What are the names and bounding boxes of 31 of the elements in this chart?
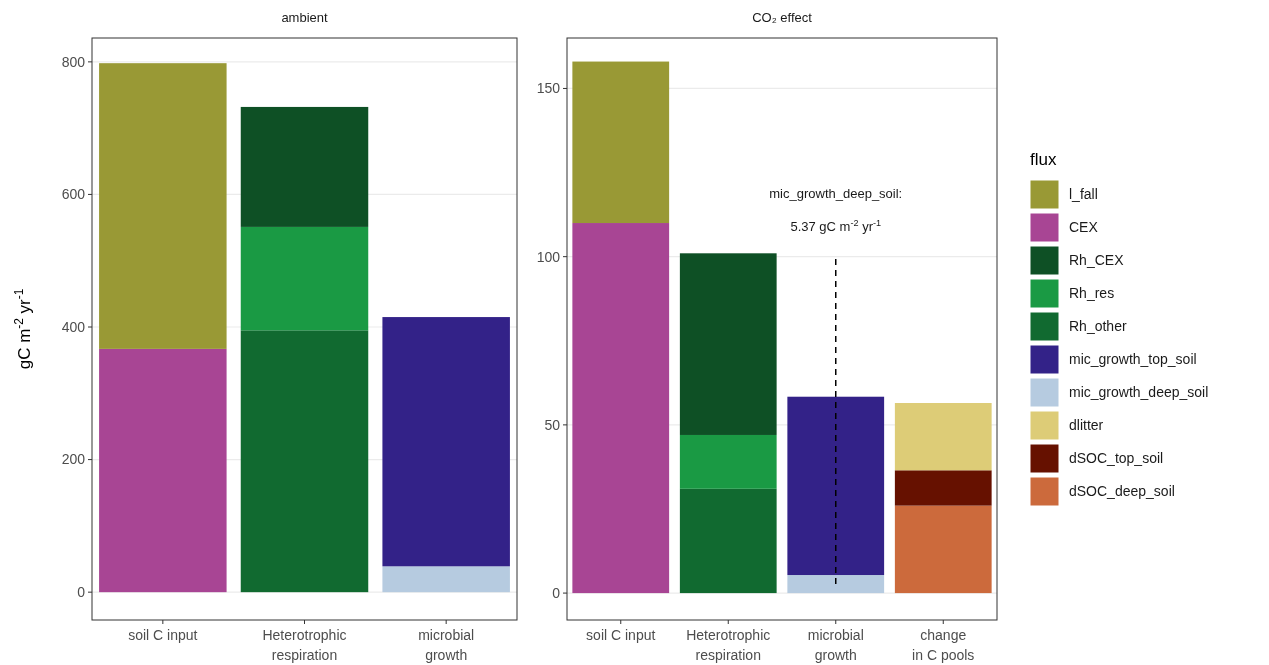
y-tick-label: 600: [61, 186, 86, 203]
y-tick-label: 100: [536, 248, 561, 265]
legend-label: dSOC_top_soil: [1069, 450, 1164, 467]
legend-label: dSOC_deep_soil: [1069, 483, 1175, 500]
x-tick-label: Heterotrophic respiration: [686, 627, 771, 663]
x-tick-label: microbial growth: [418, 627, 475, 663]
x-tick-label: change in C pools: [912, 627, 975, 663]
legend-label: Rh_other: [1069, 318, 1127, 335]
annotation: mic_growth_deep_soil:: [769, 186, 903, 201]
x-tick-label: soil C input: [128, 627, 198, 643]
y-tick-label: 200: [61, 451, 86, 468]
chart-title: CO₂ effect: [752, 10, 813, 25]
legend-title: flux: [1030, 150, 1057, 169]
y-tick-label: 0: [552, 584, 561, 601]
x-tick-label: Heterotrophic respiration: [262, 627, 347, 663]
legend-label: Rh_res: [1069, 285, 1115, 302]
x-tick-label: microbial growth: [807, 627, 864, 663]
y-tick-label: 50: [544, 416, 561, 433]
legend-label: CEX: [1069, 219, 1099, 236]
y-tick-label: 0: [77, 584, 86, 601]
chart-title: ambient: [281, 10, 329, 25]
legend-label: dlitter: [1069, 417, 1104, 434]
legend-label: Rh_CEX: [1069, 252, 1125, 269]
annotation: 5.37 gC m$^{-2}$ yr$^{-1}$: [790, 218, 882, 234]
y-tick-label: 150: [536, 80, 561, 97]
x-tick-label: soil C input: [586, 627, 656, 643]
legend-label: mic_growth_deep_soil: [1069, 384, 1209, 401]
y-tick-label: 400: [61, 318, 86, 335]
legend-label: l_fall: [1069, 186, 1098, 203]
y-tick-label: 800: [61, 53, 86, 70]
legend-label: mic_growth_top_soil: [1069, 351, 1197, 368]
